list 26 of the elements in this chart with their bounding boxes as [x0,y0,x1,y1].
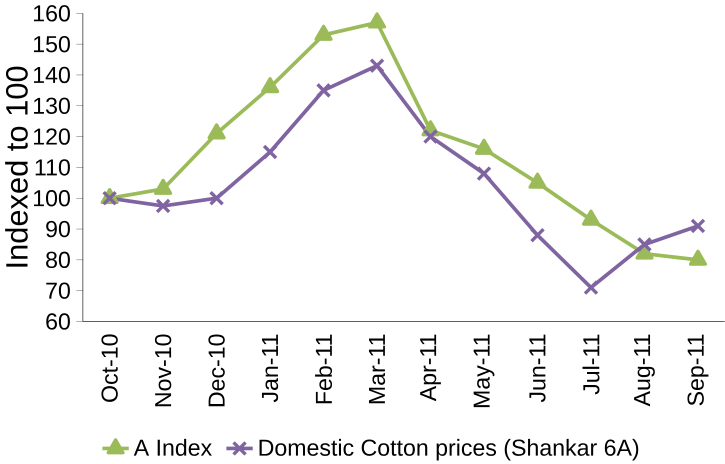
y-tick-label: 90 [46,220,70,238]
x-tick-label: Dec-10 [208,334,225,406]
legend-label: A Index [134,438,212,456]
x-tick-label: Sep-11 [687,334,708,406]
y-tick-label: 60 [46,313,70,330]
y-tick-label: 70 [46,282,70,299]
y-tick-label: 110 [36,159,70,176]
y-tick-label: 80 [46,252,70,268]
y-tick-label: 150 [34,36,70,52]
x-tick-label: Apr-11 [420,334,441,402]
y-tick-label: 140 [34,66,70,84]
legend-label: Domestic Cotton prices (Shankar 6A) [260,438,638,460]
x-tick-label: Jan-11 [262,334,278,402]
y-axis-title: Indexed to 100 [5,66,28,267]
x-tick-label: Aug-11 [634,334,655,406]
y-tick-label: 130 [34,98,70,114]
x-tick-label: May-11 [474,334,494,408]
x-tick-label: Mar-11 [368,334,386,404]
x-tick-label: Nov-10 [154,334,172,406]
x-tick-label: Oct-10 [101,334,118,402]
x-tick-label: Feb-11 [315,334,332,404]
y-tick-label: 100 [34,190,70,206]
x-tick-label: Jun-11 [529,334,546,402]
x-tick-label: Jul-11 [582,334,600,394]
y-tick-label: 160 [34,5,70,22]
y-tick-label: 120 [34,128,70,145]
